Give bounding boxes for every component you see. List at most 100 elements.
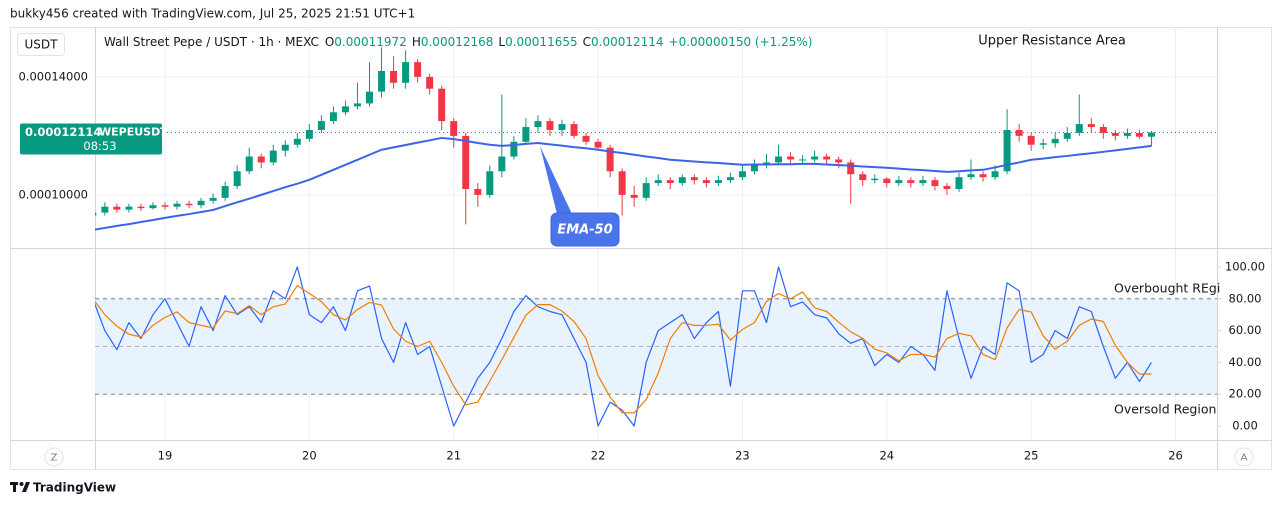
candle-body <box>618 171 626 195</box>
candle-body <box>702 180 710 184</box>
candle-body <box>161 205 169 207</box>
candle-body <box>522 127 530 142</box>
last-price-label: 0.00012114 <box>25 125 101 139</box>
candle-body <box>101 206 109 213</box>
candle-body <box>95 212 97 216</box>
candle-body <box>1027 135 1035 145</box>
candle-body <box>402 62 410 83</box>
logo-part <box>22 482 30 492</box>
candle-body <box>895 180 903 184</box>
brand-logo <box>10 482 30 492</box>
x-tick-label: 25 <box>1024 449 1039 463</box>
ohlc-key: H <box>412 35 421 49</box>
candle-body <box>690 177 698 181</box>
candle-body <box>1111 132 1119 136</box>
rsi-tick-label: 80.00 <box>1229 291 1262 305</box>
candle-body <box>859 174 867 181</box>
x-tick-label: 23 <box>735 449 750 463</box>
y-tick-label: 0.00010000 <box>18 187 88 201</box>
callout-box <box>550 212 620 247</box>
x-tick-label: 26 <box>1168 449 1183 463</box>
candle-body <box>979 174 987 178</box>
candle-body <box>269 150 277 163</box>
candle-body <box>907 180 915 184</box>
candle-body <box>390 70 398 83</box>
candle-body <box>209 197 217 201</box>
a-button[interactable] <box>1234 447 1254 467</box>
candle-body <box>293 138 301 145</box>
x-tick-label: 20 <box>302 449 317 463</box>
candle-body <box>1135 132 1143 137</box>
candle-body <box>666 180 674 184</box>
candle-body <box>991 171 999 178</box>
candle-body <box>486 171 494 195</box>
candle-body <box>1003 129 1011 172</box>
candle-body <box>570 124 578 136</box>
candle-body <box>967 174 975 178</box>
candle-body <box>1123 132 1131 136</box>
countdown-label: 08:53 <box>83 139 116 153</box>
candle-body <box>582 135 590 142</box>
candle-body <box>654 180 662 184</box>
price-plot <box>95 47 1155 231</box>
candle-body <box>438 88 446 122</box>
ohlc-value: 0.00011972 <box>334 35 407 49</box>
candle-body <box>726 177 734 181</box>
candle-body <box>137 206 145 209</box>
candle-body <box>750 165 758 172</box>
last-price-tag <box>20 123 162 155</box>
candle-body <box>474 188 482 195</box>
candle-body <box>811 156 819 160</box>
logo-part <box>19 482 24 486</box>
rsi-line <box>95 266 1152 427</box>
candle-body <box>257 156 265 163</box>
rsi-line <box>95 284 1152 414</box>
candle-body <box>149 205 157 209</box>
candle-body <box>197 200 205 206</box>
ema-line <box>95 136 1152 231</box>
rsi-tick-label: 20.00 <box>1229 387 1262 401</box>
candle-body <box>1087 124 1095 128</box>
currency-label[interactable]: USDT <box>25 38 59 52</box>
ema-callout-label: EMA-50 <box>557 223 612 238</box>
candle-body <box>317 121 325 130</box>
candle-body <box>366 91 374 104</box>
candle-body <box>919 180 927 184</box>
x-tick-label: 19 <box>158 449 173 463</box>
brand-name: TradingView <box>33 481 116 495</box>
a-button-label[interactable]: A <box>1241 453 1248 464</box>
resistance-annotation: Upper Resistance Area <box>978 34 1126 49</box>
candle-body <box>414 62 422 77</box>
candle-body <box>943 186 951 189</box>
candle-body <box>245 156 253 172</box>
rsi-tick-label: 60.00 <box>1229 323 1262 337</box>
candle-body <box>426 76 434 89</box>
candle-body <box>305 129 313 139</box>
candle-body <box>546 121 554 130</box>
candle-body <box>642 183 650 198</box>
candle-body <box>113 206 121 210</box>
rsi-plot <box>95 266 1152 427</box>
currency-button[interactable] <box>17 33 65 56</box>
candle-body <box>775 156 783 163</box>
candle-body <box>787 156 795 160</box>
candle-body <box>847 162 855 175</box>
z-button[interactable] <box>44 447 64 467</box>
z-button-label[interactable]: Z <box>51 453 58 464</box>
candle-body <box>329 112 337 122</box>
candle-body <box>1075 124 1083 133</box>
candle-body <box>498 156 506 172</box>
overbought-annotation: Overbought REgi <box>1114 281 1220 296</box>
attribution: bukky456 created with TradingView.com, J… <box>10 7 415 21</box>
ohlc-value: 0.00012114 <box>591 35 664 49</box>
ohlc-value: 0.00011655 <box>505 35 578 49</box>
candle-body <box>955 177 963 189</box>
y-tick-label: 0.00014000 <box>18 69 88 83</box>
symbol-title: Wall Street Pepe / USDT · 1h · MEXC <box>104 35 319 49</box>
candle-body <box>678 177 686 184</box>
logo-part <box>13 482 16 492</box>
candle-body <box>799 159 807 161</box>
candle-body <box>606 147 614 172</box>
candle-body <box>462 135 470 189</box>
candle-body <box>353 103 361 107</box>
